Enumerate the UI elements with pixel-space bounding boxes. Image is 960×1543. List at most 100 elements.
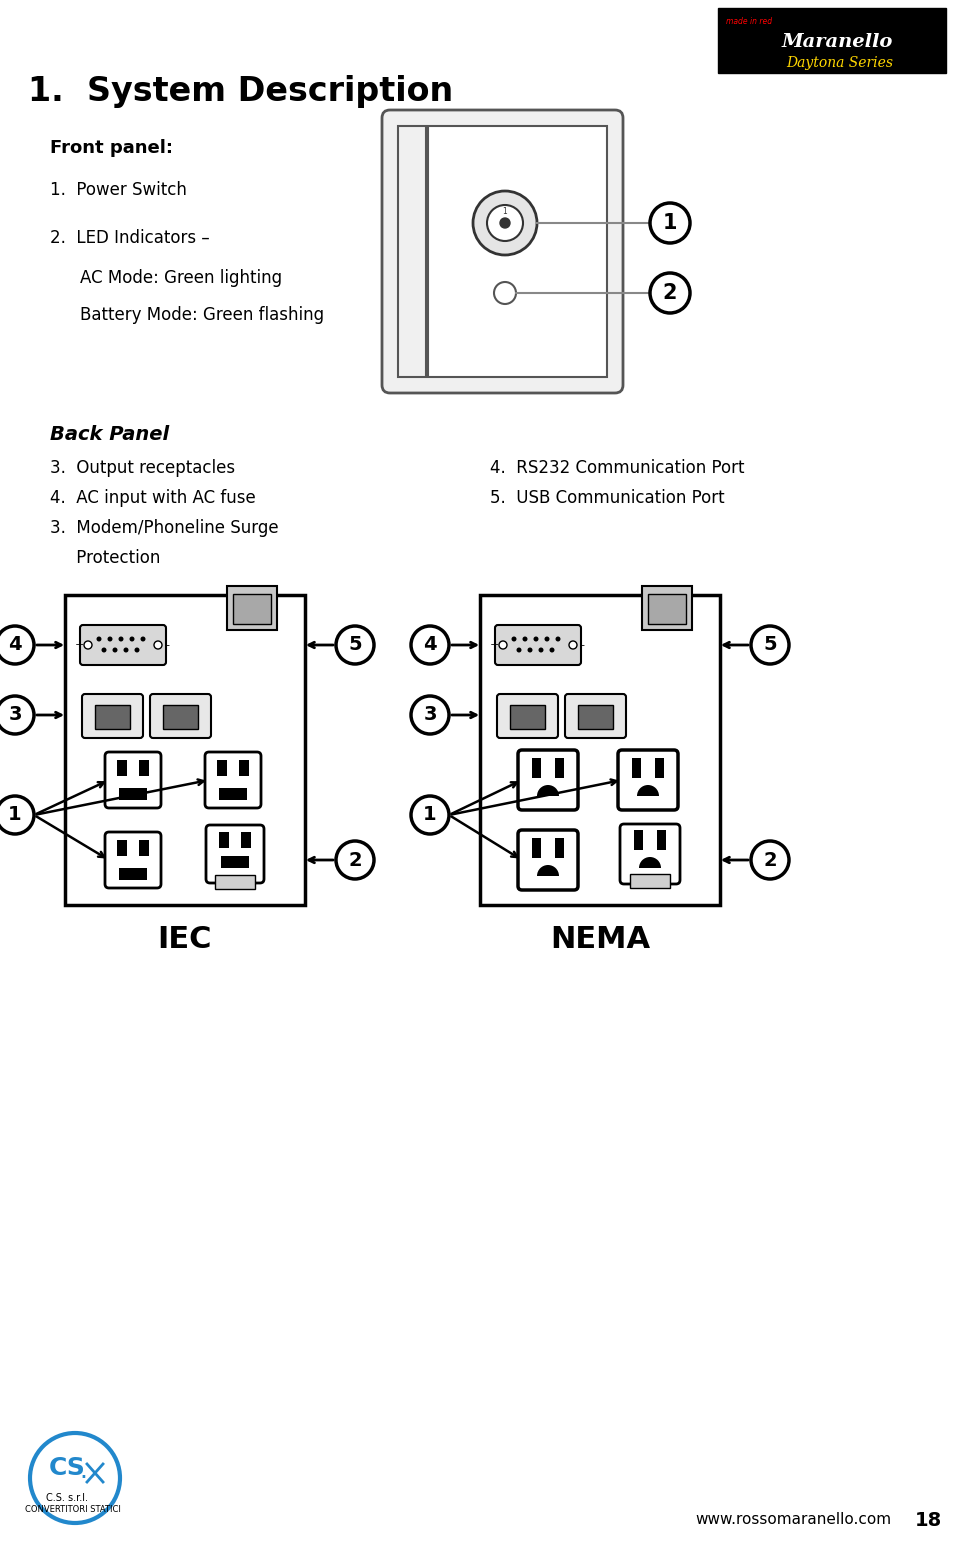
Text: Back Panel: Back Panel: [50, 426, 169, 444]
Bar: [398, 127, 426, 376]
Circle shape: [516, 648, 521, 653]
Bar: [634, 830, 643, 850]
Text: Battery Mode: Green flashing: Battery Mode: Green flashing: [80, 306, 324, 324]
Bar: [532, 838, 541, 858]
Bar: [632, 758, 641, 778]
Text: CS: CS: [49, 1457, 85, 1480]
Text: 1.  Power Switch: 1. Power Switch: [50, 181, 187, 199]
Bar: [480, 596, 720, 906]
Circle shape: [140, 637, 146, 642]
Bar: [532, 758, 541, 778]
Text: Daytona Series: Daytona Series: [786, 56, 894, 69]
Bar: [219, 788, 247, 799]
Text: ·: ·: [79, 1466, 87, 1491]
FancyBboxPatch shape: [105, 832, 161, 889]
Circle shape: [549, 648, 555, 653]
Circle shape: [411, 796, 449, 835]
FancyBboxPatch shape: [205, 751, 261, 809]
Bar: [65, 596, 305, 906]
Bar: [657, 830, 666, 850]
Text: Maranello: Maranello: [781, 32, 893, 51]
Circle shape: [411, 626, 449, 663]
Text: -: -: [165, 640, 169, 650]
FancyBboxPatch shape: [206, 826, 264, 883]
Text: +: +: [74, 640, 84, 650]
Text: NEMA: NEMA: [550, 926, 650, 955]
Bar: [219, 832, 229, 849]
Circle shape: [512, 637, 516, 642]
Bar: [139, 761, 149, 776]
FancyBboxPatch shape: [105, 751, 161, 809]
Circle shape: [499, 640, 507, 650]
Circle shape: [102, 648, 107, 653]
Bar: [227, 586, 277, 630]
Text: 4.  RS232 Communication Port: 4. RS232 Communication Port: [490, 458, 745, 477]
Bar: [510, 705, 545, 728]
Text: 5: 5: [763, 636, 777, 654]
Bar: [630, 873, 670, 889]
Circle shape: [539, 648, 543, 653]
Text: Front panel:: Front panel:: [50, 139, 173, 157]
Bar: [233, 594, 271, 623]
Circle shape: [134, 648, 139, 653]
Circle shape: [30, 1433, 120, 1523]
FancyBboxPatch shape: [82, 694, 143, 738]
Text: 3.  Modem/Phoneline Surge: 3. Modem/Phoneline Surge: [50, 518, 278, 537]
Bar: [221, 856, 249, 869]
Circle shape: [336, 626, 374, 663]
Circle shape: [556, 637, 561, 642]
Text: AC Mode: Green lighting: AC Mode: Green lighting: [80, 268, 282, 287]
Bar: [428, 127, 607, 376]
FancyBboxPatch shape: [495, 625, 581, 665]
Circle shape: [112, 648, 117, 653]
Bar: [648, 594, 686, 623]
Text: 1: 1: [423, 805, 437, 824]
Bar: [239, 761, 249, 776]
FancyBboxPatch shape: [382, 110, 623, 393]
Bar: [241, 832, 251, 849]
Text: 5.  USB Communication Port: 5. USB Communication Port: [490, 489, 725, 508]
Text: -: -: [580, 640, 584, 650]
Circle shape: [473, 191, 537, 255]
Circle shape: [0, 796, 34, 835]
FancyBboxPatch shape: [620, 824, 680, 884]
Text: 3.  Output receptacles: 3. Output receptacles: [50, 458, 235, 477]
Text: made in red: made in red: [726, 17, 772, 26]
Text: 1: 1: [503, 207, 508, 216]
Text: C.S. s.r.l.: C.S. s.r.l.: [46, 1494, 88, 1503]
Circle shape: [534, 637, 539, 642]
Wedge shape: [639, 856, 661, 869]
Circle shape: [0, 626, 34, 663]
Text: 2: 2: [348, 850, 362, 870]
Circle shape: [650, 204, 690, 242]
FancyBboxPatch shape: [497, 694, 558, 738]
Bar: [117, 839, 127, 856]
Bar: [215, 875, 255, 889]
FancyBboxPatch shape: [518, 750, 578, 810]
Circle shape: [569, 640, 577, 650]
Text: 3: 3: [423, 705, 437, 725]
Circle shape: [336, 841, 374, 880]
Circle shape: [650, 273, 690, 313]
Circle shape: [751, 841, 789, 880]
Text: 3: 3: [9, 705, 22, 725]
Circle shape: [487, 205, 523, 241]
Circle shape: [154, 640, 162, 650]
Bar: [119, 869, 147, 880]
Bar: [578, 705, 613, 728]
Text: 2: 2: [763, 850, 777, 870]
Circle shape: [411, 696, 449, 734]
Wedge shape: [537, 866, 559, 876]
Text: IEC: IEC: [157, 926, 212, 955]
Text: 4: 4: [423, 636, 437, 654]
Circle shape: [527, 648, 533, 653]
Circle shape: [522, 637, 527, 642]
Text: www.rossomaranello.com: www.rossomaranello.com: [695, 1512, 891, 1528]
Circle shape: [130, 637, 134, 642]
FancyBboxPatch shape: [518, 830, 578, 890]
Wedge shape: [537, 785, 559, 796]
Text: 1: 1: [662, 213, 677, 233]
Bar: [117, 761, 127, 776]
Bar: [163, 705, 198, 728]
Text: +: +: [490, 640, 498, 650]
